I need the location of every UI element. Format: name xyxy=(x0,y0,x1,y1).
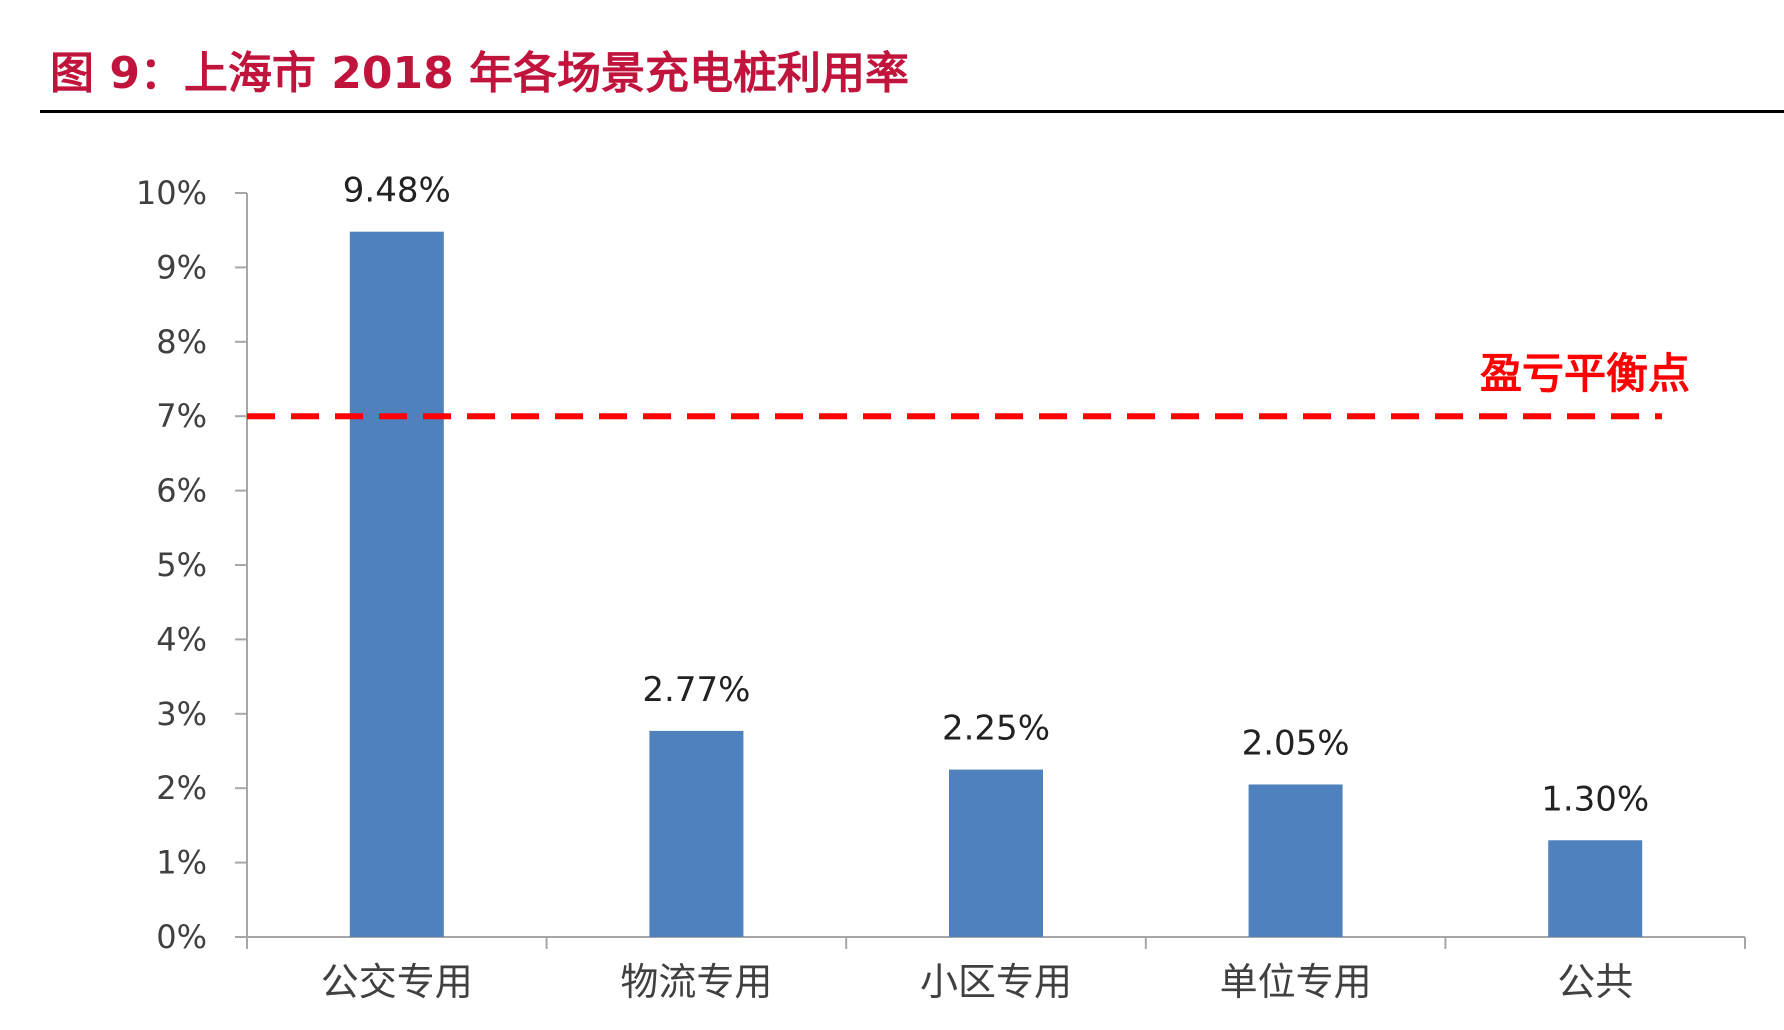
y-tick-label: 9% xyxy=(156,248,207,286)
x-category-label: 公共 xyxy=(1557,960,1633,1004)
bar-value-label: 2.25% xyxy=(942,709,1050,749)
y-tick-label: 10% xyxy=(136,174,207,212)
bar xyxy=(349,231,444,938)
bar xyxy=(949,769,1043,937)
y-tick-label: 6% xyxy=(156,472,207,510)
bar-value-label: 2.05% xyxy=(1242,723,1350,763)
figure-title: 图 9：上海市 2018 年各场景充电桩利用率 xyxy=(50,48,910,99)
bar xyxy=(649,730,744,937)
bar-value-label: 9.48% xyxy=(343,171,451,211)
bar xyxy=(1248,784,1343,937)
bar-value-label: 1.30% xyxy=(1541,779,1649,819)
breakeven-label: 盈亏平衡点 xyxy=(1480,349,1690,398)
y-tick-label: 5% xyxy=(156,546,207,584)
title-divider xyxy=(40,110,1784,113)
x-axis: 公交专用 物流专用 小区专用 单位专用 公共 xyxy=(246,936,1746,1004)
y-tick-label: 1% xyxy=(156,844,207,882)
bars xyxy=(349,231,1643,938)
y-tick-label: 0% xyxy=(156,918,207,956)
data-labels: 9.48% 2.77% 2.25% 2.05% 1.30% xyxy=(343,171,1649,820)
y-tick-label: 4% xyxy=(156,620,207,658)
bar-value-label: 2.77% xyxy=(642,670,750,710)
y-tick-label: 7% xyxy=(156,397,207,435)
breakeven-reference: 盈亏平衡点 xyxy=(247,349,1690,420)
bar xyxy=(1548,840,1643,937)
y-tick-label: 3% xyxy=(156,695,207,733)
y-tick-label: 2% xyxy=(156,769,207,807)
y-axis: 0% 1% 2% 3% 4% 5% 6% 7% 8% 9% 10% xyxy=(136,174,248,956)
x-category-label: 单位专用 xyxy=(1220,960,1372,1004)
x-category-label: 公交专用 xyxy=(321,960,473,1004)
y-tick-label: 8% xyxy=(156,323,207,361)
x-category-label: 小区专用 xyxy=(920,960,1072,1004)
x-category-label: 物流专用 xyxy=(620,960,772,1004)
